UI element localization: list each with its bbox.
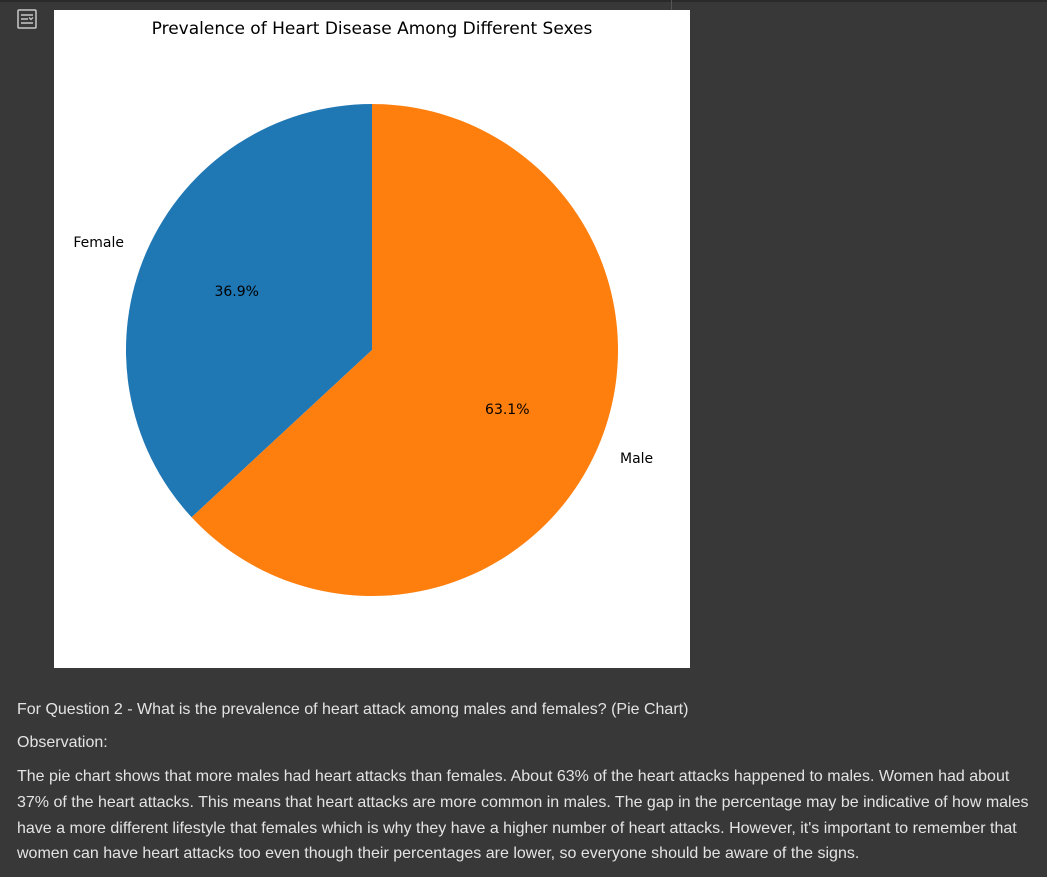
pie-labels: Female 36.9% Male 63.1% [73,235,653,467]
question-text: For Question 2 - What is the prevalence … [17,701,689,718]
pie-slice-male [191,104,618,596]
pie-chart: Prevalence of Heart Disease Among Differ… [73,19,653,596]
markdown-output: For Question 2 - What is the prevalence … [17,698,1035,867]
slice-percent-male: 63.1% [485,402,529,418]
chart-title: Prevalence of Heart Disease Among Differ… [152,19,593,39]
slice-percent-female: 36.9% [214,284,258,300]
observation-heading: Observation: [17,734,108,751]
chart-figure: Prevalence of Heart Disease Among Differ… [54,10,690,668]
output-toggle-icon [17,9,37,29]
cell-divider [0,0,1047,2]
slice-label-female: Female [73,235,124,251]
observation-body: The pie chart shows that more males had … [17,768,1029,863]
pie-slices [126,104,618,596]
cell-divider-mark [671,0,672,10]
pie-slice-female [126,104,372,518]
output-toggle-button[interactable] [14,6,40,32]
slice-label-male: Male [620,451,653,467]
